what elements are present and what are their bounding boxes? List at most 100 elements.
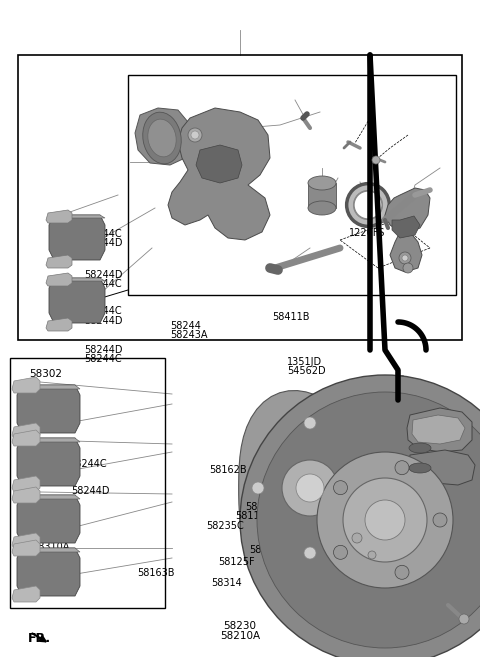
Text: 58244D: 58244D xyxy=(33,449,71,460)
Text: 58302: 58302 xyxy=(29,369,62,380)
Polygon shape xyxy=(308,183,336,208)
Circle shape xyxy=(352,533,362,543)
Text: 58230: 58230 xyxy=(224,621,256,631)
Ellipse shape xyxy=(308,176,336,190)
Text: 1220FS: 1220FS xyxy=(349,227,386,238)
Ellipse shape xyxy=(148,119,176,157)
Circle shape xyxy=(399,252,411,264)
Polygon shape xyxy=(46,255,72,268)
Polygon shape xyxy=(17,548,80,596)
Polygon shape xyxy=(22,385,80,389)
Text: 58310A: 58310A xyxy=(33,542,70,553)
Polygon shape xyxy=(12,586,40,602)
Polygon shape xyxy=(17,495,80,543)
Polygon shape xyxy=(49,215,105,260)
Ellipse shape xyxy=(409,443,431,453)
Polygon shape xyxy=(392,216,420,238)
Polygon shape xyxy=(239,390,395,585)
Polygon shape xyxy=(22,438,80,442)
Polygon shape xyxy=(46,273,72,286)
Circle shape xyxy=(188,128,202,142)
Text: 58244D: 58244D xyxy=(84,344,122,355)
Text: 58243A: 58243A xyxy=(170,330,208,340)
Text: FR.: FR. xyxy=(28,631,51,645)
Circle shape xyxy=(372,156,380,164)
Polygon shape xyxy=(12,423,40,439)
Text: 58411B: 58411B xyxy=(273,311,310,322)
Circle shape xyxy=(354,191,382,219)
Circle shape xyxy=(240,375,480,657)
Polygon shape xyxy=(46,318,72,331)
Ellipse shape xyxy=(143,112,181,164)
Circle shape xyxy=(304,417,316,429)
Circle shape xyxy=(334,545,348,559)
Text: 54562D: 54562D xyxy=(287,366,325,376)
Text: 58314: 58314 xyxy=(211,578,242,589)
Polygon shape xyxy=(275,438,350,539)
Circle shape xyxy=(368,551,376,559)
Text: 58244C: 58244C xyxy=(70,459,107,469)
Polygon shape xyxy=(22,548,80,552)
Text: 58244: 58244 xyxy=(170,321,201,331)
Text: 58244C: 58244C xyxy=(33,495,70,506)
Text: 58235C: 58235C xyxy=(206,520,244,531)
Text: 58244C: 58244C xyxy=(84,306,121,317)
Polygon shape xyxy=(22,495,80,499)
Circle shape xyxy=(282,460,338,516)
Text: 58181B: 58181B xyxy=(346,543,383,554)
Circle shape xyxy=(365,500,405,540)
Text: 1351JD: 1351JD xyxy=(287,357,322,367)
Circle shape xyxy=(257,392,480,648)
Ellipse shape xyxy=(308,201,336,215)
Text: 58125C: 58125C xyxy=(250,545,288,555)
Circle shape xyxy=(334,481,348,495)
Polygon shape xyxy=(12,533,40,549)
Text: 58244D: 58244D xyxy=(84,315,122,326)
Polygon shape xyxy=(385,188,430,272)
Text: 58233: 58233 xyxy=(245,502,276,512)
Circle shape xyxy=(191,131,199,139)
Polygon shape xyxy=(12,487,40,503)
Text: 58244D: 58244D xyxy=(84,269,122,280)
Polygon shape xyxy=(408,450,475,485)
Text: 58162B: 58162B xyxy=(209,464,246,475)
Bar xyxy=(128,75,456,295)
Polygon shape xyxy=(49,278,105,323)
Polygon shape xyxy=(17,385,80,433)
Circle shape xyxy=(402,255,408,261)
Polygon shape xyxy=(168,108,270,240)
Circle shape xyxy=(433,513,447,527)
Bar xyxy=(18,55,462,340)
Text: 58244D: 58244D xyxy=(84,238,122,248)
Polygon shape xyxy=(12,540,40,556)
Text: 58311: 58311 xyxy=(36,533,67,543)
Text: 58244D: 58244D xyxy=(71,486,109,497)
Circle shape xyxy=(343,478,427,562)
Circle shape xyxy=(304,547,316,559)
Polygon shape xyxy=(46,210,72,223)
Circle shape xyxy=(403,263,413,273)
Text: 58244C: 58244C xyxy=(84,279,121,289)
Bar xyxy=(10,358,165,608)
Polygon shape xyxy=(196,145,242,183)
Circle shape xyxy=(395,565,409,579)
Text: 58125F: 58125F xyxy=(218,556,255,567)
Circle shape xyxy=(296,474,324,502)
Circle shape xyxy=(356,482,368,494)
Polygon shape xyxy=(135,108,190,165)
Text: 58244C: 58244C xyxy=(84,353,121,364)
Circle shape xyxy=(317,452,453,588)
Text: 58210A: 58210A xyxy=(220,631,260,641)
Circle shape xyxy=(252,482,264,494)
Polygon shape xyxy=(12,476,40,492)
Polygon shape xyxy=(412,415,465,444)
Polygon shape xyxy=(12,377,40,393)
Circle shape xyxy=(395,461,409,475)
Polygon shape xyxy=(54,215,105,218)
Polygon shape xyxy=(12,430,40,446)
Polygon shape xyxy=(17,438,80,486)
Circle shape xyxy=(459,614,469,624)
Circle shape xyxy=(347,184,389,226)
Text: 58113: 58113 xyxy=(235,511,266,522)
Text: 58163B: 58163B xyxy=(137,568,174,578)
